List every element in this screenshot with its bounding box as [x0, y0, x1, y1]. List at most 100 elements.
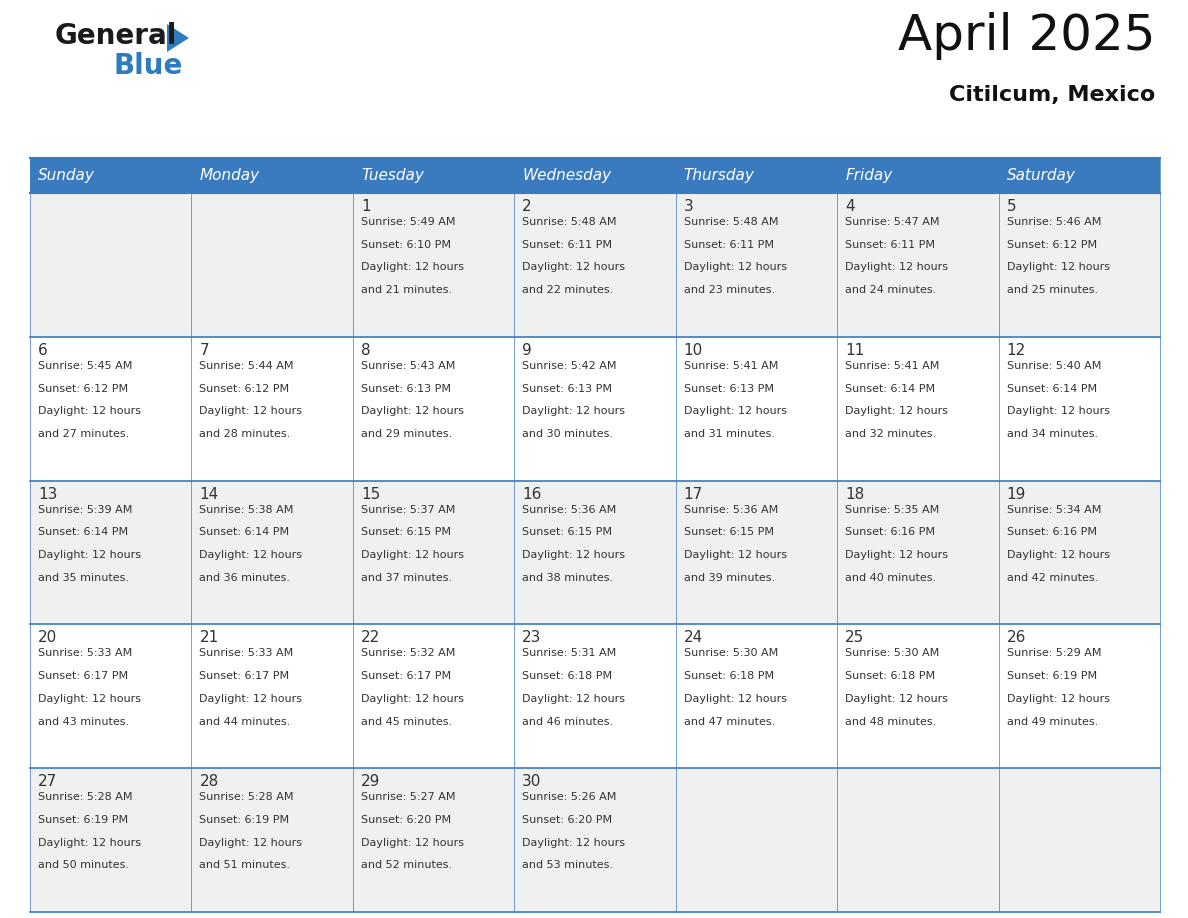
- Bar: [191, 481, 353, 624]
- Bar: [30, 158, 191, 193]
- Text: 5: 5: [1006, 199, 1016, 214]
- Text: 15: 15: [361, 487, 380, 501]
- Text: Sunset: 6:13 PM: Sunset: 6:13 PM: [361, 384, 451, 394]
- Text: 1: 1: [361, 199, 371, 214]
- Text: and 35 minutes.: and 35 minutes.: [38, 573, 129, 583]
- Text: 29: 29: [361, 774, 380, 789]
- Text: Sunset: 6:17 PM: Sunset: 6:17 PM: [361, 671, 451, 681]
- Text: Sunset: 6:14 PM: Sunset: 6:14 PM: [38, 527, 128, 537]
- Text: Tuesday: Tuesday: [361, 168, 424, 183]
- Text: Sunrise: 5:40 AM: Sunrise: 5:40 AM: [1006, 361, 1101, 371]
- Text: Sunset: 6:18 PM: Sunset: 6:18 PM: [523, 671, 612, 681]
- Bar: [514, 337, 676, 481]
- Bar: [353, 158, 514, 193]
- Bar: [838, 768, 999, 912]
- Text: Sunset: 6:10 PM: Sunset: 6:10 PM: [361, 240, 451, 250]
- Text: Sunset: 6:15 PM: Sunset: 6:15 PM: [361, 527, 451, 537]
- Text: Sunrise: 5:33 AM: Sunrise: 5:33 AM: [200, 648, 293, 658]
- Bar: [676, 193, 838, 337]
- Text: and 51 minutes.: and 51 minutes.: [200, 860, 290, 870]
- Text: Sunrise: 5:28 AM: Sunrise: 5:28 AM: [200, 792, 293, 802]
- Text: 11: 11: [845, 342, 865, 358]
- Text: Monday: Monday: [200, 168, 259, 183]
- Bar: [838, 193, 999, 337]
- Text: Sunrise: 5:37 AM: Sunrise: 5:37 AM: [361, 505, 455, 515]
- Bar: [676, 481, 838, 624]
- Text: Sunday: Sunday: [38, 168, 95, 183]
- Text: Daylight: 12 hours: Daylight: 12 hours: [523, 407, 625, 416]
- Text: 8: 8: [361, 342, 371, 358]
- Text: and 37 minutes.: and 37 minutes.: [361, 573, 451, 583]
- Text: Sunset: 6:20 PM: Sunset: 6:20 PM: [361, 815, 451, 825]
- Text: Sunset: 6:18 PM: Sunset: 6:18 PM: [845, 671, 935, 681]
- Text: and 52 minutes.: and 52 minutes.: [361, 860, 451, 870]
- Text: Daylight: 12 hours: Daylight: 12 hours: [38, 694, 141, 704]
- Bar: [191, 337, 353, 481]
- Text: Daylight: 12 hours: Daylight: 12 hours: [361, 263, 463, 273]
- Text: and 48 minutes.: and 48 minutes.: [845, 717, 936, 726]
- Text: 10: 10: [684, 342, 703, 358]
- Text: Sunrise: 5:49 AM: Sunrise: 5:49 AM: [361, 217, 455, 227]
- Text: Daylight: 12 hours: Daylight: 12 hours: [523, 694, 625, 704]
- Text: Sunset: 6:15 PM: Sunset: 6:15 PM: [684, 527, 773, 537]
- Text: Daylight: 12 hours: Daylight: 12 hours: [845, 263, 948, 273]
- Text: Daylight: 12 hours: Daylight: 12 hours: [684, 263, 786, 273]
- Text: Daylight: 12 hours: Daylight: 12 hours: [200, 407, 303, 416]
- Text: Daylight: 12 hours: Daylight: 12 hours: [38, 550, 141, 560]
- Bar: [353, 193, 514, 337]
- Bar: [30, 193, 191, 337]
- Text: Sunrise: 5:27 AM: Sunrise: 5:27 AM: [361, 792, 455, 802]
- Text: Sunrise: 5:26 AM: Sunrise: 5:26 AM: [523, 792, 617, 802]
- Text: Sunset: 6:13 PM: Sunset: 6:13 PM: [684, 384, 773, 394]
- Bar: [514, 158, 676, 193]
- Text: and 23 minutes.: and 23 minutes.: [684, 285, 775, 296]
- Text: Sunrise: 5:33 AM: Sunrise: 5:33 AM: [38, 648, 132, 658]
- Bar: [353, 481, 514, 624]
- Text: Daylight: 12 hours: Daylight: 12 hours: [38, 407, 141, 416]
- Bar: [999, 768, 1159, 912]
- Text: 6: 6: [38, 342, 48, 358]
- Text: 2: 2: [523, 199, 532, 214]
- Text: Daylight: 12 hours: Daylight: 12 hours: [361, 407, 463, 416]
- Text: 25: 25: [845, 631, 865, 645]
- Text: Sunset: 6:19 PM: Sunset: 6:19 PM: [38, 815, 128, 825]
- Text: Daylight: 12 hours: Daylight: 12 hours: [361, 550, 463, 560]
- Text: 17: 17: [684, 487, 703, 501]
- Text: Sunrise: 5:39 AM: Sunrise: 5:39 AM: [38, 505, 132, 515]
- Text: Sunset: 6:17 PM: Sunset: 6:17 PM: [200, 671, 290, 681]
- Bar: [999, 193, 1159, 337]
- Text: 21: 21: [200, 631, 219, 645]
- Text: Daylight: 12 hours: Daylight: 12 hours: [200, 837, 303, 847]
- Bar: [353, 768, 514, 912]
- Text: 19: 19: [1006, 487, 1026, 501]
- Text: Sunset: 6:19 PM: Sunset: 6:19 PM: [1006, 671, 1097, 681]
- Bar: [514, 768, 676, 912]
- Text: Sunset: 6:12 PM: Sunset: 6:12 PM: [200, 384, 290, 394]
- Text: and 40 minutes.: and 40 minutes.: [845, 573, 936, 583]
- Text: Daylight: 12 hours: Daylight: 12 hours: [1006, 550, 1110, 560]
- Text: and 21 minutes.: and 21 minutes.: [361, 285, 451, 296]
- Bar: [191, 768, 353, 912]
- Text: Daylight: 12 hours: Daylight: 12 hours: [684, 694, 786, 704]
- Text: Sunset: 6:14 PM: Sunset: 6:14 PM: [200, 527, 290, 537]
- Text: and 47 minutes.: and 47 minutes.: [684, 717, 775, 726]
- Text: Daylight: 12 hours: Daylight: 12 hours: [361, 837, 463, 847]
- Text: and 43 minutes.: and 43 minutes.: [38, 717, 129, 726]
- Text: Sunset: 6:16 PM: Sunset: 6:16 PM: [1006, 527, 1097, 537]
- Bar: [676, 768, 838, 912]
- Text: Daylight: 12 hours: Daylight: 12 hours: [1006, 694, 1110, 704]
- Bar: [999, 481, 1159, 624]
- Text: and 53 minutes.: and 53 minutes.: [523, 860, 613, 870]
- Text: Sunrise: 5:41 AM: Sunrise: 5:41 AM: [845, 361, 940, 371]
- Text: Sunrise: 5:31 AM: Sunrise: 5:31 AM: [523, 648, 617, 658]
- Text: Sunrise: 5:38 AM: Sunrise: 5:38 AM: [200, 505, 293, 515]
- Bar: [514, 624, 676, 768]
- Bar: [999, 158, 1159, 193]
- Text: 3: 3: [684, 199, 694, 214]
- Text: and 29 minutes.: and 29 minutes.: [361, 429, 453, 439]
- Bar: [676, 337, 838, 481]
- Text: 24: 24: [684, 631, 703, 645]
- Bar: [30, 624, 191, 768]
- Bar: [30, 481, 191, 624]
- Bar: [838, 481, 999, 624]
